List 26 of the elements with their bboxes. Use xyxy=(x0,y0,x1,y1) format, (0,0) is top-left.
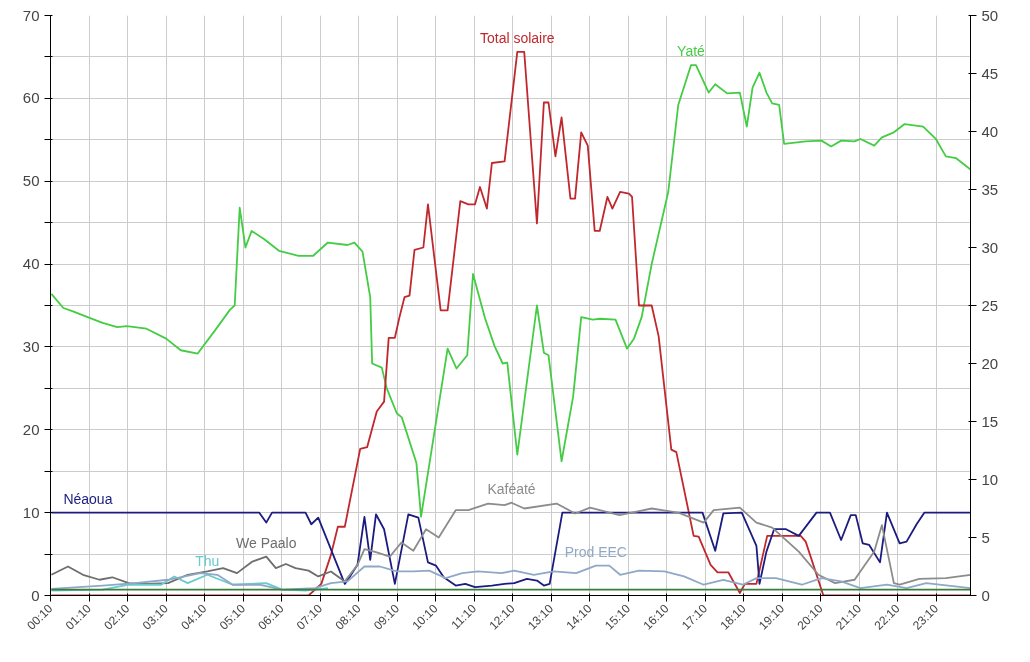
series-label: Prod EEC xyxy=(564,543,627,560)
series-label: Néaoua xyxy=(63,490,113,507)
y2-tick-label: 40 xyxy=(981,122,999,140)
y2-tick-label: 10 xyxy=(981,470,999,488)
series-label: Kaféaté xyxy=(487,480,536,497)
series-label: Total solaire xyxy=(479,29,555,46)
y2-tick-label: 25 xyxy=(981,296,999,314)
y2-tick-label: 50 xyxy=(981,6,999,24)
y2-tick-label: 45 xyxy=(981,64,999,82)
y-tick-label: 70 xyxy=(22,6,40,24)
series-label: Yaté xyxy=(677,43,706,60)
y-tick-label: 30 xyxy=(22,337,40,355)
y2-tick-label: 5 xyxy=(981,528,990,546)
series-label: Thu xyxy=(195,552,220,569)
series-label: We Paalo xyxy=(236,534,297,551)
y-tick-label: 50 xyxy=(22,172,40,190)
y2-tick-label: 20 xyxy=(981,354,999,372)
y2-tick-label: 0 xyxy=(981,586,990,604)
y-tick-label: 40 xyxy=(22,255,40,273)
y-tick-label: 60 xyxy=(22,89,40,107)
y2-tick-label: 30 xyxy=(981,238,999,256)
y2-tick-label: 35 xyxy=(981,180,999,198)
y-tick-label: 10 xyxy=(22,503,40,521)
y-tick-label: 20 xyxy=(22,420,40,438)
y2-tick-label: 15 xyxy=(981,412,999,430)
y-tick-label: 0 xyxy=(31,586,40,604)
